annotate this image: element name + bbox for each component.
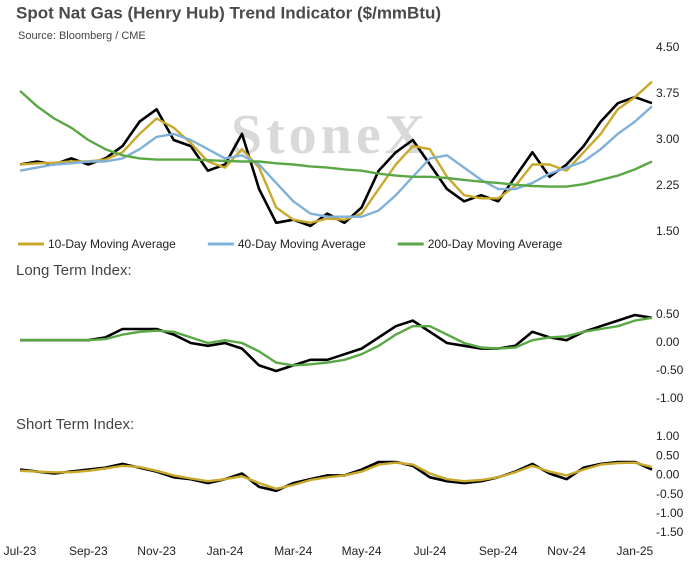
x-tick-label: Mar-24: [274, 544, 312, 558]
x-tick-label: Sep-23: [69, 544, 108, 558]
chart-title: Spot Nat Gas (Henry Hub) Trend Indicator…: [16, 3, 441, 22]
series-line: [19, 90, 653, 188]
chart-subtitle: Source: Bloomberg / CME: [18, 30, 146, 42]
y-tick-label: 1.00: [656, 429, 680, 443]
y-tick-label: -0.50: [656, 487, 684, 501]
series-line: [19, 80, 653, 224]
legend-label: 40-Day Moving Average: [238, 237, 366, 251]
y-tick-label: 4.50: [656, 40, 680, 54]
y-tick-label: 3.00: [656, 132, 680, 146]
series-line: [20, 316, 653, 367]
y-tick-label: 2.25: [656, 178, 680, 192]
series-line: [19, 461, 653, 490]
y-tick-label: 0.50: [656, 448, 680, 462]
legend-label: 10-Day Moving Average: [48, 237, 176, 251]
y-tick-label: -0.50: [656, 363, 684, 377]
panel-title: Short Term Index:: [16, 416, 134, 433]
x-tick-label: Jul-24: [414, 544, 447, 558]
y-tick-label: -1.50: [656, 525, 684, 539]
watermark: StoneX: [231, 104, 429, 166]
y-tick-label: 0.00: [656, 335, 680, 349]
y-tick-label: -1.00: [656, 506, 684, 520]
x-tick-label: Jan-24: [207, 544, 244, 558]
panel-title: Long Term Index:: [16, 262, 132, 279]
x-tick-label: Nov-24: [547, 544, 586, 558]
series-line: [20, 313, 653, 373]
legend-label: 200-Day Moving Average: [428, 237, 563, 251]
x-tick-label: May-24: [342, 544, 382, 558]
x-tick-label: Jul-23: [4, 544, 37, 558]
y-tick-label: 0.00: [656, 468, 680, 482]
y-tick-label: 3.75: [656, 86, 680, 100]
x-tick-label: Sep-24: [479, 544, 518, 558]
x-tick-label: Jan-25: [617, 544, 654, 558]
y-tick-label: -1.00: [656, 391, 684, 405]
x-tick-label: Nov-23: [137, 544, 176, 558]
y-tick-label: 1.50: [656, 224, 680, 238]
y-tick-label: 0.50: [656, 307, 680, 321]
